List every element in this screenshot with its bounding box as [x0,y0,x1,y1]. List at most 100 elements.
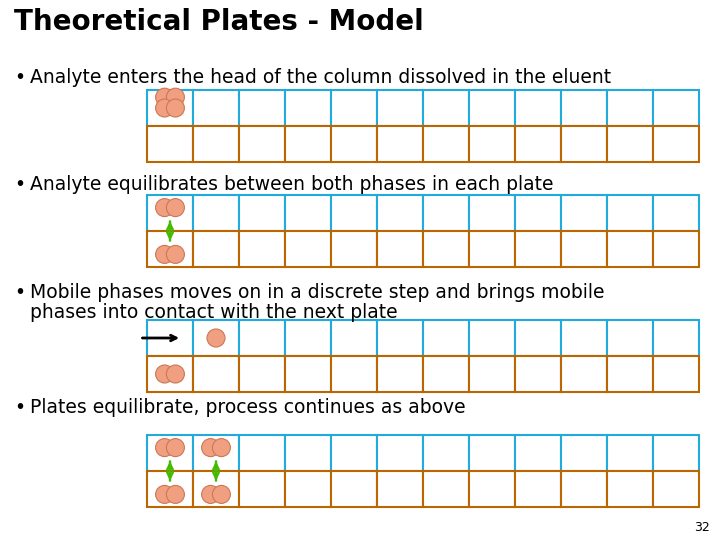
Circle shape [166,365,184,383]
Bar [423,195,469,231]
Bar [423,231,469,267]
Bar [653,471,699,507]
Bar [469,320,515,356]
Bar [561,320,607,356]
Text: Theoretical Plates - Model: Theoretical Plates - Model [14,8,424,36]
Bar [469,126,515,162]
Circle shape [207,329,225,347]
Bar [377,195,423,231]
Bar [331,195,377,231]
Bar [147,471,193,507]
Bar [193,195,239,231]
Bar [607,195,653,231]
Bar [193,126,239,162]
Circle shape [156,245,174,264]
Text: 32: 32 [694,521,710,534]
Bar [285,195,331,231]
Bar [193,90,239,126]
Circle shape [166,245,184,264]
Bar [377,356,423,392]
Bar [377,126,423,162]
Bar [423,126,469,162]
Circle shape [156,199,174,217]
Bar [147,435,193,471]
Text: phases into contact with the next plate: phases into contact with the next plate [30,303,397,322]
Bar [515,195,561,231]
Bar [193,231,239,267]
Bar [147,195,193,231]
Text: •: • [14,398,25,417]
Bar [377,435,423,471]
Bar [285,435,331,471]
Circle shape [212,438,230,457]
Bar [331,126,377,162]
Bar [423,320,469,356]
Circle shape [212,485,230,503]
Text: •: • [14,68,25,87]
Text: •: • [14,175,25,194]
Bar [377,90,423,126]
Bar [561,231,607,267]
Bar [561,90,607,126]
Bar [469,195,515,231]
Bar [147,356,193,392]
Bar [469,435,515,471]
Bar [607,320,653,356]
Circle shape [166,88,184,106]
Bar [331,471,377,507]
Bar [607,126,653,162]
Circle shape [166,99,184,117]
Bar [423,471,469,507]
Bar [331,320,377,356]
Bar [331,435,377,471]
Bar [147,320,193,356]
Bar [285,356,331,392]
Bar [239,356,285,392]
Circle shape [156,438,174,457]
Bar [193,471,239,507]
Bar [515,231,561,267]
Circle shape [166,199,184,217]
Text: Analyte enters the head of the column dissolved in the eluent: Analyte enters the head of the column di… [30,68,611,87]
Bar [607,471,653,507]
Bar [561,471,607,507]
Bar [469,231,515,267]
Circle shape [202,438,220,457]
Bar [469,90,515,126]
Bar [515,435,561,471]
Circle shape [166,485,184,503]
Bar [147,126,193,162]
Bar [193,356,239,392]
Bar [239,195,285,231]
Bar [377,471,423,507]
Bar [515,126,561,162]
Circle shape [156,485,174,503]
Circle shape [156,99,174,117]
Bar [469,356,515,392]
Bar [239,435,285,471]
Bar [239,231,285,267]
Bar [331,231,377,267]
Text: •: • [14,283,25,302]
Bar [561,126,607,162]
Bar [239,320,285,356]
Bar [423,356,469,392]
Bar [239,126,285,162]
Bar [423,435,469,471]
Bar [193,435,239,471]
Circle shape [156,365,174,383]
Circle shape [156,88,174,106]
Bar [653,320,699,356]
Circle shape [166,438,184,457]
Bar [515,471,561,507]
Text: Mobile phases moves on in a discrete step and brings mobile: Mobile phases moves on in a discrete ste… [30,283,605,302]
Bar [147,231,193,267]
Bar [607,356,653,392]
Bar [285,90,331,126]
Bar [377,231,423,267]
Bar [561,356,607,392]
Bar [239,90,285,126]
Bar [607,90,653,126]
Bar [653,356,699,392]
Circle shape [202,485,220,503]
